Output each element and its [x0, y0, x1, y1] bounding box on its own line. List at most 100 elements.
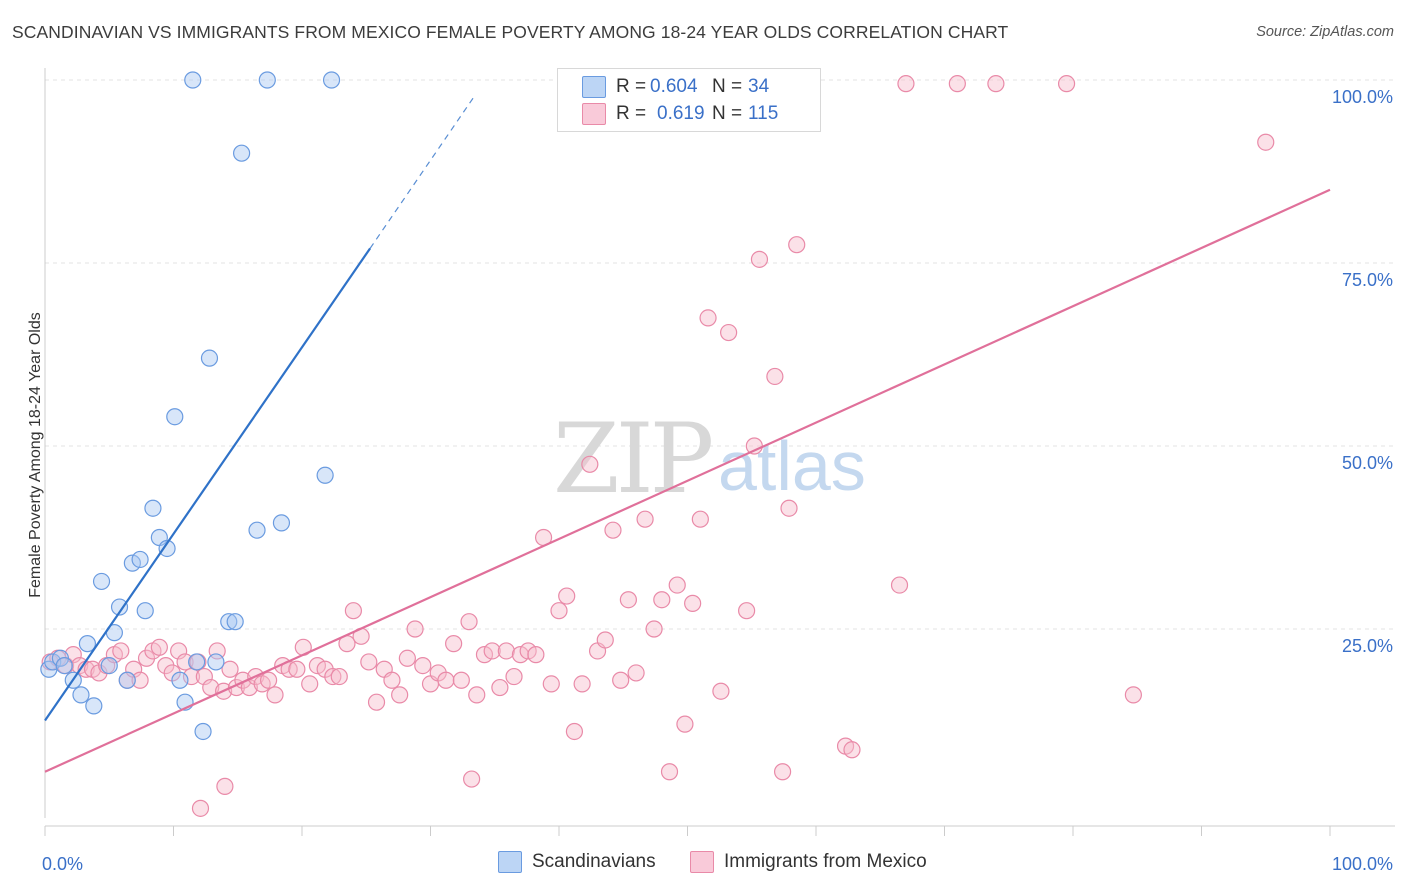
scandinavian-point	[258, 71, 276, 89]
mexico-point	[581, 455, 599, 473]
mexico-point	[668, 576, 686, 594]
mexico-point	[452, 671, 470, 689]
scandinavian-point	[184, 71, 202, 89]
source-label: Source: ZipAtlas.com	[1256, 24, 1394, 40]
mexico-point	[691, 510, 709, 528]
scandinavian-point	[272, 514, 291, 532]
mexico-point	[344, 602, 362, 620]
mexico-point	[483, 642, 501, 660]
scandinavian-point	[322, 71, 341, 89]
scandinavian-point	[131, 550, 149, 569]
legend-row-mexico: R = 0.619 N = 115	[582, 101, 778, 127]
mexico-point	[684, 594, 702, 612]
scandinavian-point	[188, 653, 206, 671]
legend-r-label: R =	[616, 103, 647, 124]
mexico-point	[653, 591, 671, 609]
scandinavian-point	[72, 686, 90, 704]
y-tick-label: 25.0%	[1342, 636, 1393, 656]
bottom-legend-scandinavians: Scandinavians	[498, 851, 656, 873]
y-tick-label: 50.0%	[1342, 453, 1393, 473]
scandinavian-point	[200, 349, 219, 367]
legend-r-value: 0.619	[657, 103, 705, 124]
mexico-point	[699, 309, 717, 327]
mexico-point	[195, 667, 213, 686]
mexico-point	[619, 591, 637, 609]
mexico-point	[491, 678, 509, 697]
scandinavian-point	[55, 656, 73, 675]
x-tick-label: 100.0%	[1332, 854, 1393, 874]
bottom-legend: Scandinavians Immigrants from Mexico	[0, 851, 1406, 877]
mexico-point	[468, 686, 486, 704]
mexico-point	[150, 638, 168, 656]
x-tick-label: 0.0%	[42, 854, 83, 874]
bottom-legend-swatch-mexico	[690, 851, 714, 873]
legend-r-label: R =	[616, 76, 647, 97]
mexico-point	[780, 499, 798, 517]
mexico-point	[987, 75, 1005, 93]
legend-swatch-mexico	[582, 103, 606, 125]
mexico-point	[773, 763, 792, 781]
scandinavian-point	[248, 521, 266, 539]
mexico-point	[360, 653, 378, 671]
scandinavian-point	[226, 613, 244, 631]
scandinavian-point	[110, 598, 129, 616]
mexico-point	[720, 323, 738, 342]
legend-n-label: N =	[712, 76, 743, 97]
mexico-point	[550, 602, 568, 620]
mexico-point	[170, 642, 188, 660]
mexico-point	[445, 635, 463, 653]
mexico-point	[216, 777, 234, 795]
scandinavian-point	[158, 539, 176, 558]
mexico-point	[505, 667, 523, 686]
mexico-point	[660, 763, 679, 781]
legend-box: R = 0.604 N = 34 R = 0.619 N = 115	[557, 68, 821, 132]
mexico-point	[221, 660, 239, 678]
scandinavian-point	[207, 653, 225, 671]
mexico-point	[738, 602, 756, 620]
mexico-point	[565, 722, 584, 741]
mexico-point	[1057, 75, 1076, 93]
mexico-point	[766, 367, 784, 386]
mexico-point	[890, 576, 909, 594]
mexico-point	[112, 642, 130, 660]
mexico-point	[324, 667, 342, 686]
scandinavian-point	[144, 499, 162, 517]
bottom-legend-label: Immigrants from Mexico	[724, 851, 927, 872]
scandinavian-point	[171, 671, 189, 689]
mexico-point	[627, 664, 645, 682]
bottom-legend-swatch-scandinavians	[498, 851, 522, 873]
mexico-point	[497, 642, 515, 660]
scandinavian-point	[92, 572, 111, 591]
mexico-point	[843, 741, 861, 759]
scandinavian-point	[136, 602, 154, 620]
mexico-point	[266, 686, 284, 704]
legend-swatch-scandinavians	[582, 76, 606, 98]
scandinavian-point	[194, 722, 212, 741]
scandinavian-point	[316, 466, 334, 484]
mexico-point	[398, 649, 416, 667]
mexico-point	[1124, 686, 1142, 704]
mexico-point	[330, 667, 348, 686]
legend-r-value: 0.604	[650, 76, 698, 97]
y-axis-label: Female Poverty Among 18-24 Year Olds	[27, 312, 44, 598]
mexico-point	[596, 631, 614, 649]
mexico-point	[573, 675, 591, 693]
mexico-point	[676, 715, 694, 733]
mexico-point	[542, 675, 560, 693]
watermark-atlas: atlas	[718, 427, 866, 505]
mexico-point	[414, 656, 432, 675]
mexico-point	[463, 770, 481, 788]
mexico-point	[259, 671, 278, 689]
scandinavian-point	[100, 656, 118, 675]
mexico-point	[948, 75, 966, 93]
y-tick-label: 75.0%	[1342, 270, 1393, 290]
chart-title: SCANDINAVIAN VS IMMIGRANTS FROM MEXICO F…	[12, 22, 1009, 42]
mexico-point	[527, 646, 545, 664]
mexico-point	[712, 682, 730, 700]
scandinavians-trend-extension	[369, 94, 476, 249]
mexico-point	[612, 671, 630, 689]
scandinavian-point	[166, 408, 184, 426]
legend-n-label: N =	[712, 103, 743, 124]
scandinavian-point	[85, 697, 103, 715]
